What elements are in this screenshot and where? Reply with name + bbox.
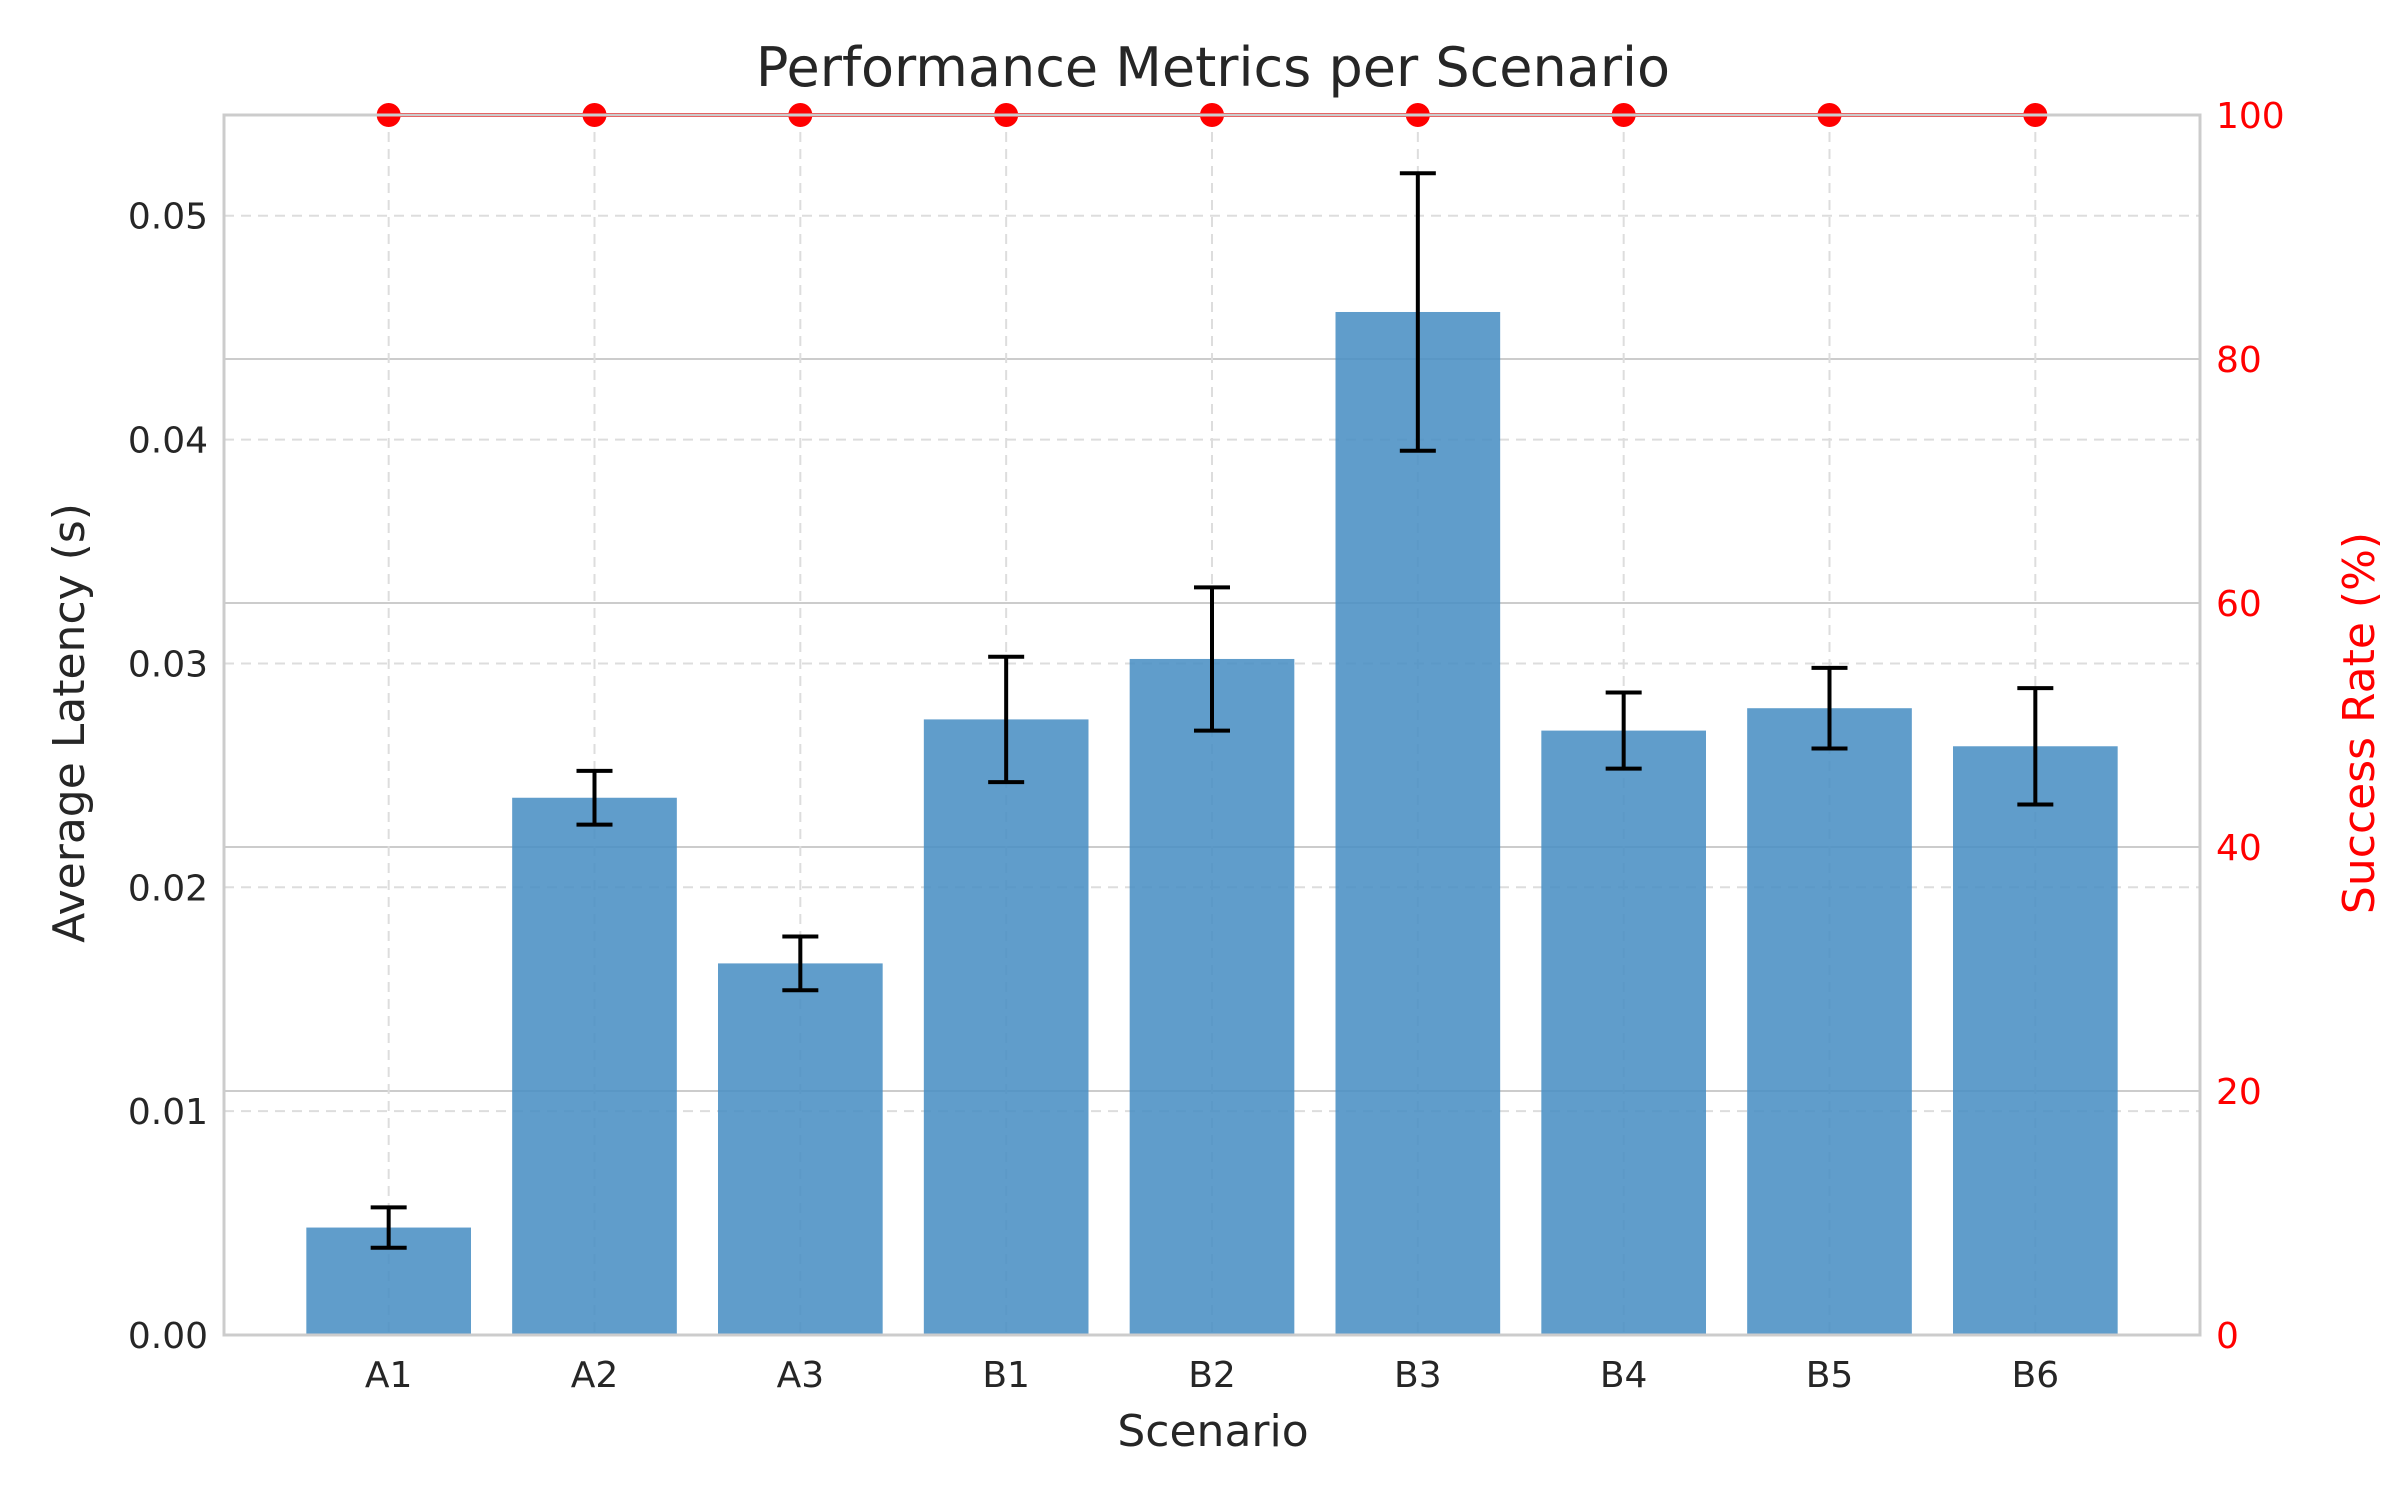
y-tick-label: 0.01 (128, 1092, 208, 1133)
x-tick-label: B1 (982, 1355, 1030, 1396)
bar-B6 (1953, 746, 2118, 1335)
bar-B5 (1747, 708, 1912, 1335)
y2-tick-label: 80 (2216, 340, 2262, 381)
x-tick-label: A2 (571, 1355, 619, 1396)
x-tick-label: B5 (1806, 1355, 1854, 1396)
y2-tick-label: 40 (2216, 828, 2262, 869)
x-tick-label: A3 (777, 1355, 825, 1396)
bar-B1 (923, 719, 1089, 1335)
y-tick-label: 0.04 (128, 421, 208, 462)
y-tick-label: 0.03 (128, 644, 208, 685)
bar-B4 (1541, 730, 1706, 1335)
y-tick-label: 0.05 (128, 197, 208, 238)
x-tick-label: A1 (365, 1355, 413, 1396)
bar-A2 (512, 797, 677, 1335)
bar-A3 (718, 963, 883, 1335)
y2-tick-label: 60 (2216, 584, 2262, 625)
bar-layer (306, 311, 2118, 1335)
y2-axis-label: Success Rate (%) (2334, 532, 2385, 914)
bar-B2 (1129, 658, 1295, 1335)
y2-tick-label: 100 (2216, 96, 2285, 137)
x-tick-label: B4 (1600, 1355, 1648, 1396)
axis-layer: 0.00 0.01 0.02 0.03 0.04 0.05 0 20 40 60 80 100 A1 A2… (128, 96, 2285, 1396)
bar-B3 (1335, 311, 1501, 1335)
y-tick-label: 0.02 (128, 868, 208, 909)
x-tick-label: B2 (1188, 1355, 1236, 1396)
x-tick-label: B3 (1394, 1355, 1442, 1396)
error-layer (370, 171, 2054, 1250)
chart-title: Performance Metrics per Scenario (756, 36, 1670, 99)
x-axis-label: Scenario (1117, 1406, 1308, 1457)
y2-tick-label: 0 (2216, 1316, 2239, 1357)
y-tick-label: 0.00 (128, 1316, 208, 1357)
plot-frame (222, 113, 2202, 1337)
y2-tick-label: 20 (2216, 1072, 2262, 1113)
x-tick-label: B6 (2012, 1355, 2060, 1396)
y-axis-label: Average Latency (s) (44, 503, 95, 943)
